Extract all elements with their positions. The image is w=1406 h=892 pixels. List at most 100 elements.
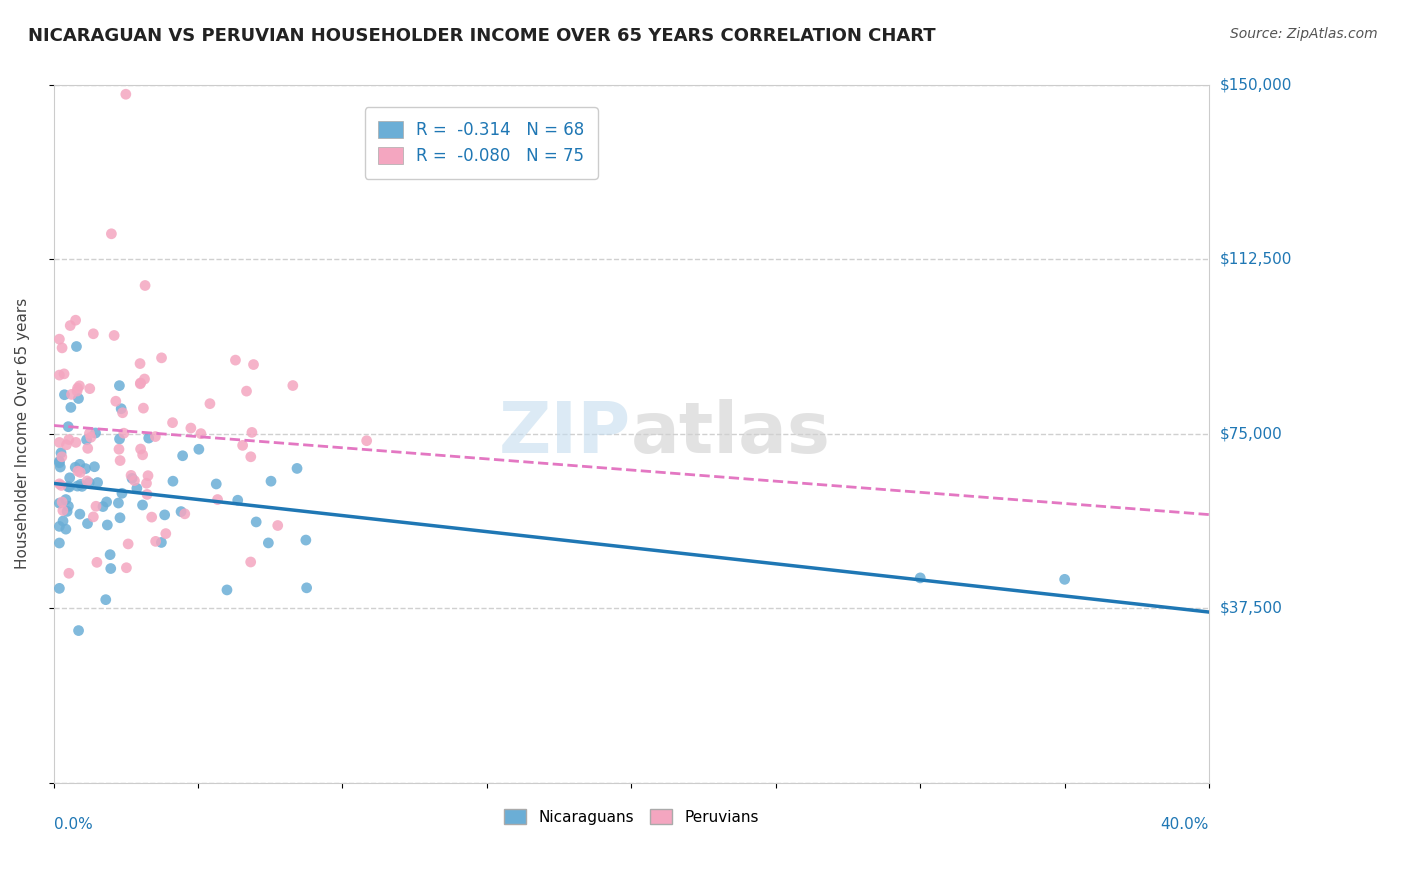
Point bbox=[135, 476, 157, 491]
Point bbox=[51, 341, 73, 355]
Point bbox=[96, 518, 118, 533]
Point bbox=[52, 503, 75, 517]
Point bbox=[215, 582, 238, 597]
Point bbox=[134, 372, 156, 386]
Point bbox=[150, 351, 173, 365]
Point bbox=[77, 475, 100, 490]
Point bbox=[145, 429, 167, 443]
Point bbox=[48, 476, 70, 491]
Point bbox=[239, 555, 262, 569]
Point bbox=[48, 454, 70, 468]
Point bbox=[207, 492, 229, 507]
Point bbox=[150, 535, 173, 549]
Point bbox=[131, 498, 153, 512]
Point bbox=[260, 474, 283, 488]
Point bbox=[75, 461, 97, 475]
Point bbox=[239, 450, 262, 464]
Point bbox=[103, 328, 125, 343]
Point bbox=[190, 426, 212, 441]
Point bbox=[100, 561, 122, 575]
Point bbox=[58, 433, 80, 447]
Point bbox=[107, 496, 129, 510]
Point bbox=[49, 460, 72, 475]
Point bbox=[117, 537, 139, 551]
Point bbox=[66, 384, 89, 398]
Point bbox=[226, 493, 249, 508]
Point bbox=[245, 515, 267, 529]
Point bbox=[112, 426, 135, 441]
Point bbox=[58, 499, 80, 513]
Point bbox=[79, 426, 101, 441]
Point bbox=[48, 456, 70, 470]
Point bbox=[232, 438, 254, 452]
Point bbox=[108, 453, 131, 467]
Point bbox=[111, 486, 134, 500]
Point bbox=[257, 536, 280, 550]
Point bbox=[136, 487, 159, 501]
Point bbox=[240, 425, 263, 440]
Point bbox=[65, 339, 87, 353]
Point bbox=[111, 406, 134, 420]
Point bbox=[356, 434, 378, 448]
Point bbox=[285, 461, 308, 475]
Point bbox=[110, 401, 132, 416]
Point bbox=[295, 533, 318, 547]
Point bbox=[136, 468, 159, 483]
Point bbox=[69, 466, 91, 480]
Point bbox=[69, 477, 91, 491]
Point bbox=[49, 446, 72, 460]
Text: 40.0%: 40.0% bbox=[1161, 817, 1209, 832]
Point bbox=[141, 510, 163, 524]
Point bbox=[86, 555, 108, 569]
Point bbox=[267, 518, 290, 533]
Point bbox=[162, 474, 184, 488]
Point bbox=[82, 326, 104, 341]
Point bbox=[48, 332, 70, 346]
Legend: Nicaraguans, Peruvians: Nicaraguans, Peruvians bbox=[498, 803, 765, 830]
Point bbox=[84, 500, 107, 514]
Point bbox=[53, 367, 76, 381]
Point bbox=[69, 379, 91, 393]
Point bbox=[129, 442, 152, 456]
Point bbox=[138, 431, 160, 445]
Point bbox=[155, 526, 177, 541]
Point bbox=[52, 514, 75, 528]
Point bbox=[96, 495, 118, 509]
Point bbox=[108, 442, 131, 457]
Point bbox=[104, 394, 127, 409]
Point bbox=[108, 378, 131, 392]
Point bbox=[224, 353, 246, 368]
Point bbox=[67, 624, 90, 638]
Text: ZIP: ZIP bbox=[499, 400, 631, 468]
Point bbox=[69, 507, 91, 521]
Point bbox=[65, 313, 87, 327]
Point bbox=[132, 401, 155, 416]
Point bbox=[80, 430, 103, 444]
Point bbox=[295, 581, 318, 595]
Point bbox=[70, 479, 93, 493]
Point bbox=[170, 505, 193, 519]
Point bbox=[94, 592, 117, 607]
Point bbox=[180, 421, 202, 435]
Point bbox=[59, 401, 82, 415]
Point bbox=[82, 509, 104, 524]
Point bbox=[48, 368, 70, 383]
Point bbox=[281, 378, 304, 392]
Text: $112,500: $112,500 bbox=[1220, 252, 1292, 267]
Point bbox=[55, 438, 77, 452]
Point bbox=[51, 478, 73, 492]
Point bbox=[66, 381, 89, 395]
Point bbox=[91, 500, 114, 514]
Point bbox=[48, 536, 70, 550]
Point bbox=[108, 432, 131, 446]
Point bbox=[76, 442, 98, 456]
Point bbox=[69, 458, 91, 472]
Point bbox=[60, 387, 83, 401]
Text: NICARAGUAN VS PERUVIAN HOUSEHOLDER INCOME OVER 65 YEARS CORRELATION CHART: NICARAGUAN VS PERUVIAN HOUSEHOLDER INCOM… bbox=[28, 27, 936, 45]
Point bbox=[86, 475, 108, 490]
Point bbox=[134, 278, 156, 293]
Point bbox=[76, 433, 98, 447]
Point bbox=[114, 87, 136, 102]
Point bbox=[115, 560, 138, 574]
Text: $37,500: $37,500 bbox=[1220, 600, 1284, 615]
